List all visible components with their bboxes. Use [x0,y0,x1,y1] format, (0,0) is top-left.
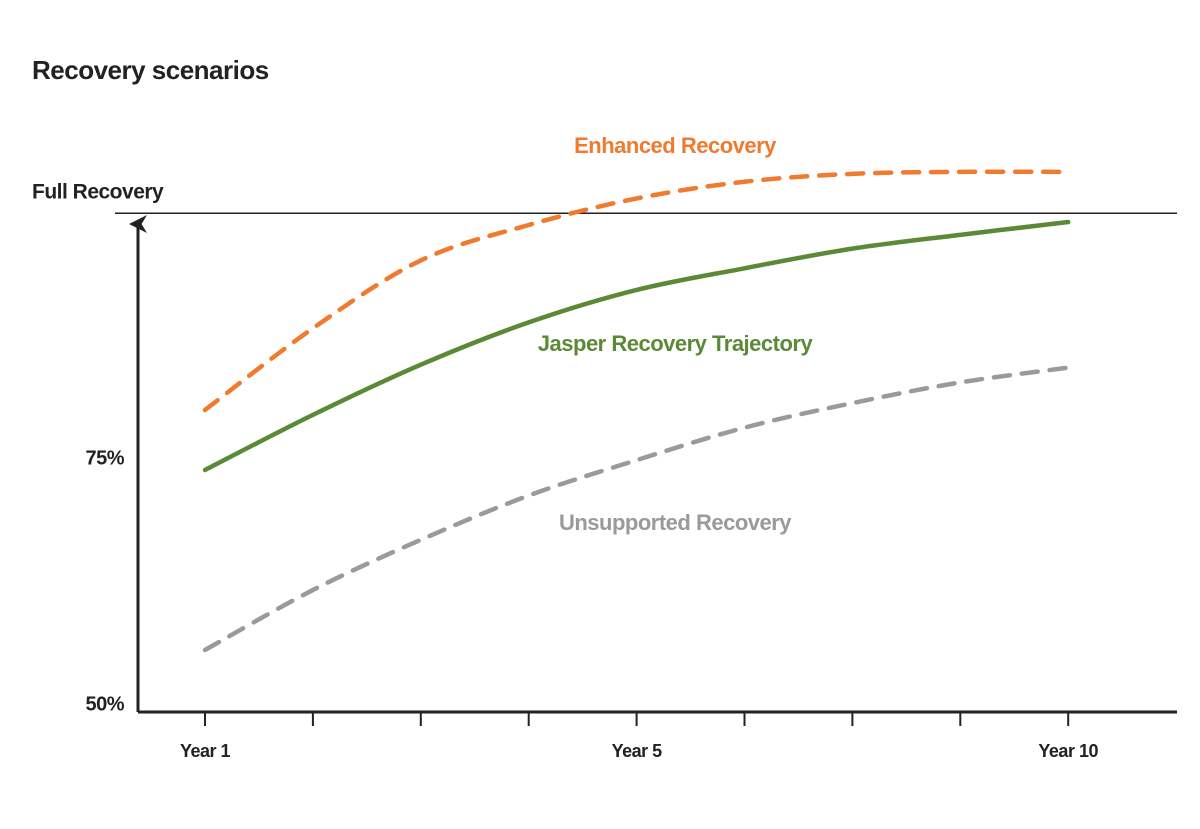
x-tick-label: Year 10 [1038,741,1098,761]
reference-label: Full Recovery [32,181,164,204]
y-tick-label: 50% [85,693,124,715]
x-tick-label: Year 5 [612,741,663,761]
series-line [202,365,1071,653]
series-line [202,169,1071,413]
series-label: Jasper Recovery Trajectory [538,331,814,356]
chart-title: Recovery scenarios [32,55,269,85]
x-tick-label: Year 1 [180,741,231,761]
series-label: Enhanced Recovery [574,133,777,158]
series-line [202,219,1071,473]
series-label: Unsupported Recovery [559,510,792,535]
y-tick-label: 75% [85,447,124,469]
